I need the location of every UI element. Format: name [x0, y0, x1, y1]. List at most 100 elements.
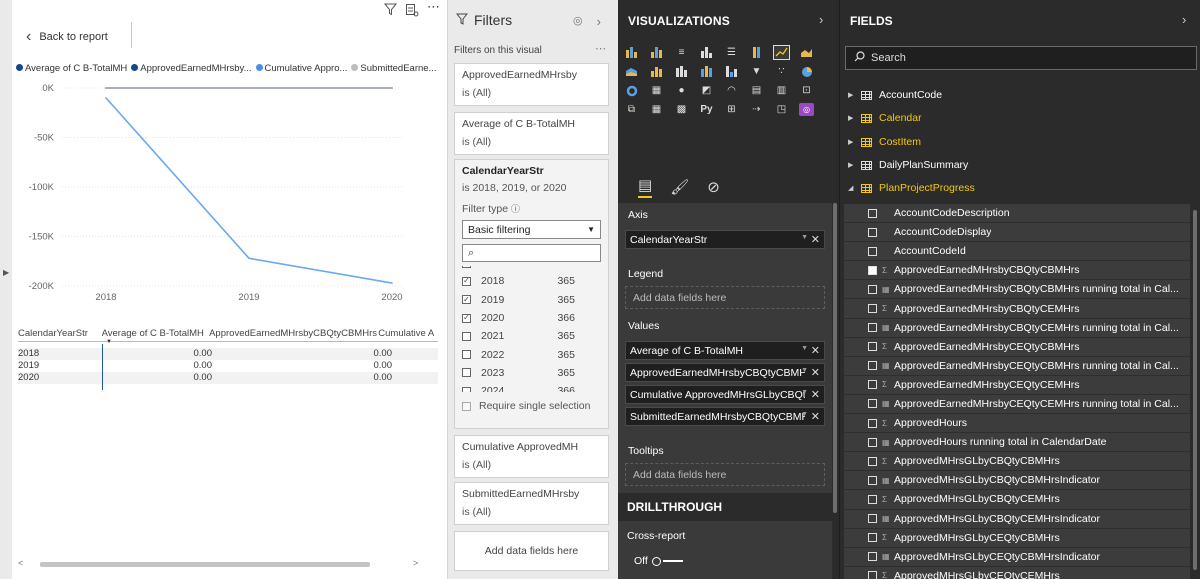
checkbox[interactable] [868, 475, 877, 485]
chevron-down-icon[interactable]: ▼ [801, 411, 808, 418]
field-item[interactable]: Σ ApprovedEarnedMHrsbyCEQtyCEMHrs [844, 375, 1190, 395]
pie-chart-icon[interactable] [799, 65, 814, 78]
sort-down-icon[interactable]: ▼ [106, 339, 112, 345]
field-item[interactable]: ▦ ApprovedEarnedMHrsbyCEQtyCBMHrs running… [844, 356, 1190, 376]
scroll-right-icon[interactable]: > [413, 558, 419, 568]
values-field-pill[interactable]: Cumulative ApprovedMHrsGLbyCBQt ▼ ✕ [625, 385, 825, 404]
donut-chart-icon[interactable] [624, 84, 639, 97]
checkbox[interactable] [462, 386, 471, 392]
filter-search-input[interactable]: ⌕ [462, 244, 601, 262]
table-visual-icon[interactable]: ▦ [651, 104, 662, 115]
horizontal-scrollbar[interactable]: < > [18, 558, 423, 570]
checkbox[interactable] [868, 380, 877, 390]
scatter-chart-icon[interactable]: ∵ [778, 66, 785, 77]
data-point[interactable] [248, 87, 250, 89]
stacked-column-chart-icon[interactable] [649, 46, 664, 59]
tooltips-drop-zone[interactable]: Add data fields here [625, 463, 825, 486]
add-filter-drop-zone[interactable]: Add data fields here [454, 531, 609, 571]
field-item[interactable]: ▦ ApprovedHours running total in Calendar… [844, 433, 1190, 453]
100-stacked-bar-chart-icon[interactable]: ☰ [727, 47, 736, 58]
remove-field-icon[interactable]: ✕ [810, 345, 820, 357]
checkbox[interactable] [462, 368, 471, 378]
filter-value-item[interactable]: 2023 365 [462, 364, 601, 382]
checkbox[interactable] [868, 246, 877, 256]
kpi-icon[interactable]: ⊡ [802, 85, 811, 96]
filter-card[interactable]: SubmittedEarnedMHrsby is (All) [454, 482, 609, 525]
eye-icon[interactable]: ◎ [573, 15, 583, 27]
filter-value-item[interactable]: 2017365 [462, 266, 601, 272]
checkbox[interactable] [462, 266, 471, 268]
treemap-icon[interactable]: ▦ [651, 85, 662, 96]
decomposition-tree-icon[interactable]: ⇢ [752, 104, 761, 115]
checkbox[interactable] [868, 456, 877, 466]
fields-scrollbar[interactable] [1192, 204, 1198, 579]
filter-value-item[interactable]: ✓ 2018 365 [462, 275, 575, 288]
slicer-icon[interactable]: ⧉ [627, 104, 636, 115]
fields-search-input[interactable]: Search [845, 46, 1197, 70]
fields-tab-icon[interactable]: ▤ [638, 176, 653, 198]
field-item[interactable]: Σ ApprovedMHrsGLbyCEQtyCEMHrs [844, 566, 1190, 579]
field-item[interactable]: AccountCodeId [844, 242, 1190, 262]
chevron-down-icon[interactable]: ▼ [801, 234, 808, 241]
filter-value-item[interactable]: ✓ 2020 366 [462, 312, 575, 325]
table-header-cell[interactable]: Cumulative A [378, 328, 435, 339]
legend-drop-zone[interactable]: Add data fields here [625, 286, 825, 309]
filled-map-icon[interactable]: ◩ [701, 85, 712, 96]
remove-field-icon[interactable]: ✕ [810, 234, 820, 246]
visual-table-icon[interactable] [405, 3, 419, 20]
expand-arrow-icon[interactable]: ▶ [848, 139, 854, 146]
chevron-down-icon[interactable]: ▼ [801, 367, 808, 374]
field-item[interactable]: ▦ ApprovedMHrsGLbyCBQtyCEMHrsIndicator [844, 509, 1190, 529]
chevron-right-icon[interactable]: › [1182, 12, 1187, 27]
checkbox-checked[interactable]: ✓ [462, 294, 471, 305]
data-point[interactable] [391, 87, 393, 89]
field-item[interactable]: AccountCodeDescription [844, 204, 1190, 224]
scroll-thumb[interactable] [40, 562, 370, 567]
more-options-icon[interactable]: ⋯ [595, 43, 606, 55]
area-chart-icon[interactable] [799, 46, 814, 59]
values-field-pill[interactable]: Average of C B-TotalMH ▼ ✕ [625, 341, 825, 360]
table-header-cell[interactable]: Average of C B-TotalMH [101, 328, 204, 339]
line-chart-icon[interactable] [773, 45, 790, 60]
chevron-down-icon[interactable]: ▼ [801, 389, 808, 396]
field-item[interactable]: ▦ ApprovedEarnedMHrsbyCBQtyCBMHrs running… [844, 280, 1190, 300]
checkbox[interactable] [868, 571, 877, 579]
clustered-bar-chart-icon[interactable]: ≡ [678, 47, 685, 58]
wells-scrollbar[interactable] [832, 203, 839, 513]
remove-field-icon[interactable]: ✕ [810, 389, 820, 401]
axis-field-pill[interactable]: CalendarYearStr ▼ ✕ [625, 230, 825, 249]
custom-visual-icon[interactable]: ◎ [799, 103, 814, 116]
checkbox[interactable] [868, 284, 877, 294]
back-to-report-button[interactable]: ‹ Back to report [26, 28, 108, 46]
scroll-left-icon[interactable]: < [18, 558, 24, 568]
gauge-icon[interactable]: ◠ [727, 85, 736, 96]
checkbox[interactable] [462, 401, 471, 411]
key-influencers-icon[interactable]: ⊞ [727, 104, 736, 115]
table-header-cell[interactable]: CalendarYearStr [18, 328, 88, 339]
filter-card[interactable]: ApprovedEarnedMHrsby is (All) [454, 63, 609, 106]
field-table-dailyplansummary[interactable]: ▶ DailyPlanSummary [848, 159, 969, 171]
field-item[interactable]: Σ ApprovedMHrsGLbyCBQtyCBMHrs [844, 452, 1190, 472]
checkbox[interactable] [868, 552, 877, 562]
filter-type-select[interactable]: Basic filtering ▼ [462, 220, 601, 239]
expand-arrow-icon[interactable]: ▶ [848, 162, 854, 169]
ribbon-chart-icon[interactable] [699, 65, 714, 78]
checkbox[interactable] [462, 350, 471, 360]
100-stacked-column-chart-icon[interactable] [749, 46, 764, 59]
checkbox[interactable] [868, 361, 877, 371]
python-visual-icon[interactable]: Py [700, 104, 713, 115]
checkbox-checked[interactable] [868, 265, 877, 275]
checkbox[interactable] [868, 208, 877, 218]
checkbox-checked[interactable]: ✓ [462, 276, 471, 286]
left-collapse-strip[interactable]: ▶ [0, 0, 12, 579]
field-item[interactable]: Σ ApprovedHours [844, 414, 1190, 434]
line-clustered-column-icon[interactable] [649, 65, 664, 78]
checkbox-checked[interactable]: ✓ [462, 313, 471, 323]
checkbox[interactable] [868, 494, 877, 504]
expand-arrow-icon[interactable]: ▶ [848, 92, 854, 99]
field-table-planprojectprogress[interactable]: ◢ PlanProjectProgress [848, 182, 975, 194]
more-options-icon[interactable]: ⋯ [427, 0, 440, 14]
expand-arrow-icon[interactable]: ▶ [848, 115, 854, 122]
chevron-down-icon[interactable]: ▼ [801, 345, 808, 352]
